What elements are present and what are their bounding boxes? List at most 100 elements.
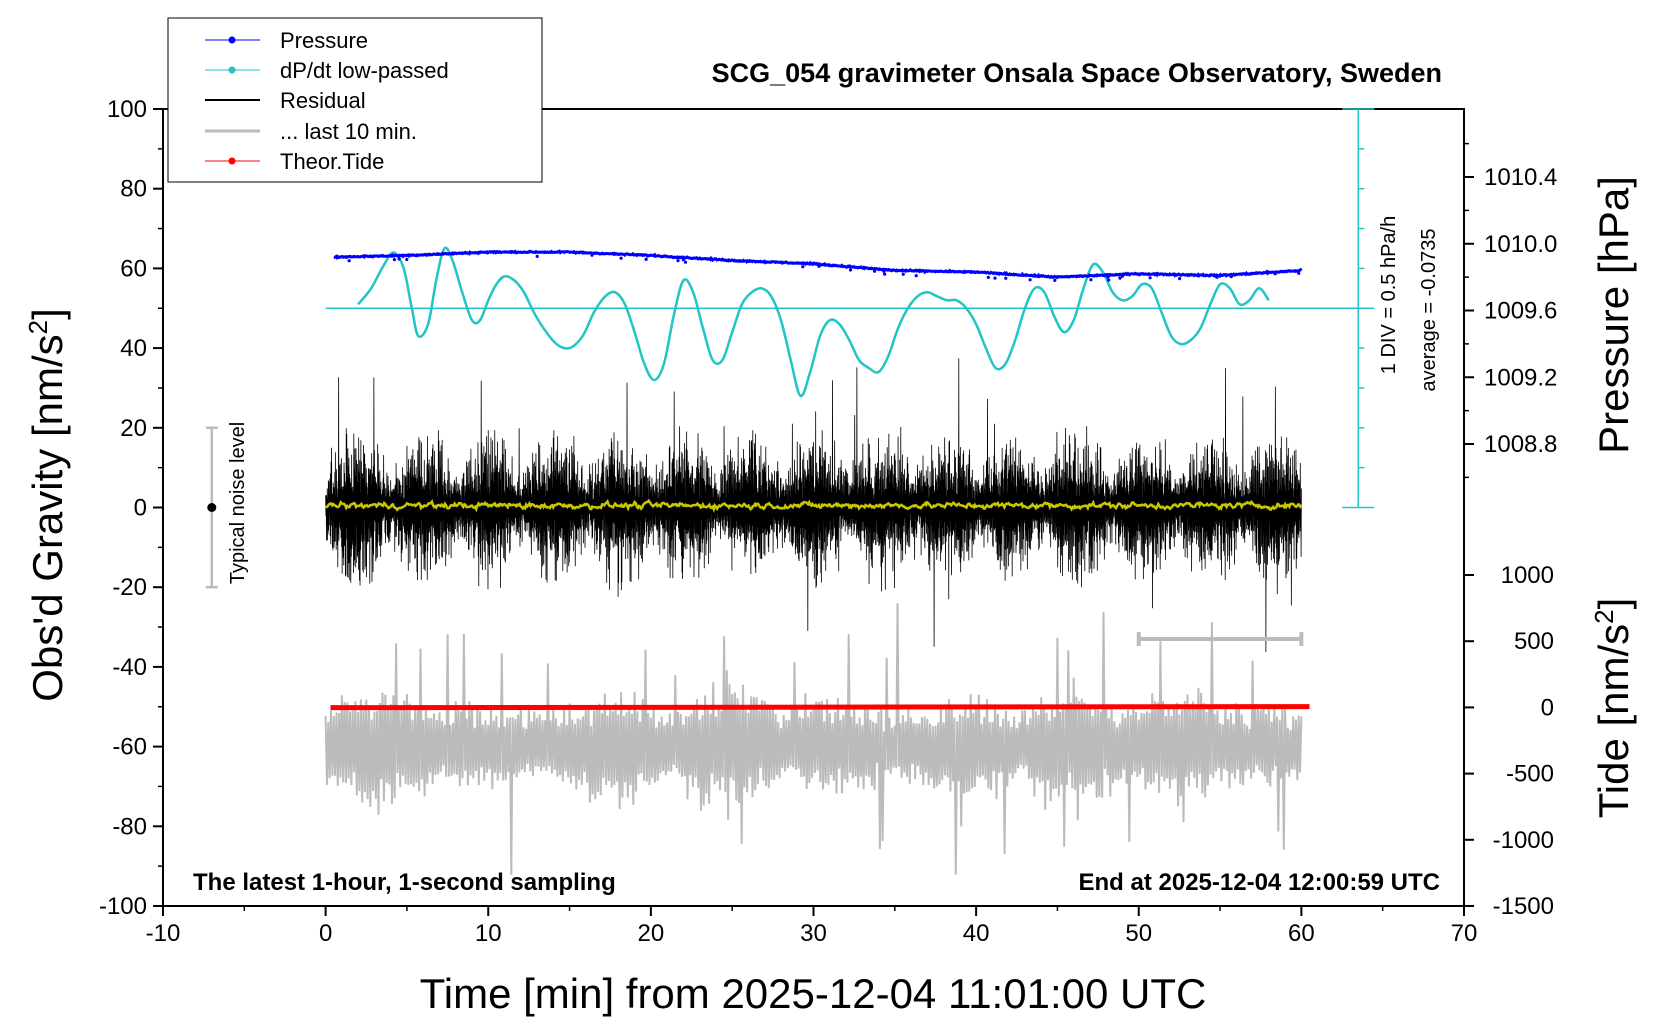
pressure-point [1273, 272, 1277, 276]
legend-label: Pressure [280, 28, 368, 53]
pressure-point [801, 265, 805, 269]
pressure-point [1229, 275, 1233, 279]
dpdt-scale-label: 1 DIV = 0.5 hPa/h [1378, 216, 1400, 374]
pressure-point [1297, 271, 1301, 275]
tide-tick-label: 500 [1514, 628, 1554, 655]
tide-axis-ticks: -1500 -1000 -500 0 500 1000 [1464, 562, 1554, 920]
pressure-tick-label: 1009.2 [1484, 364, 1557, 391]
pressure-point [993, 276, 997, 280]
tide-axis-label-sup: 2 [1589, 609, 1619, 623]
legend-marker [228, 36, 236, 44]
tide-line [330, 704, 1310, 711]
legend-item-theor-tide: Theor.Tide [205, 149, 384, 174]
tide-tick-label: -1000 [1493, 827, 1554, 854]
pressure-point [644, 257, 648, 261]
lowpass-residual-series [324, 498, 1303, 513]
pressure-point [1053, 278, 1057, 282]
pressure-point [392, 258, 396, 262]
y-tick-label: -60 [112, 734, 147, 761]
pressure-point [535, 254, 539, 258]
tide-tick-label: -1500 [1493, 893, 1554, 920]
x-tick-label: 50 [1125, 920, 1152, 947]
pressure-point [1120, 274, 1124, 278]
tide-tick-label: -500 [1506, 761, 1554, 788]
residual-series [325, 358, 1302, 653]
pressure-point [914, 274, 918, 278]
pressure-point [1107, 278, 1111, 282]
dpdt-series [325, 246, 1359, 398]
x-tick-label: 10 [475, 920, 502, 947]
last-10-min-series [324, 603, 1303, 875]
y-tick-label: 100 [107, 96, 147, 123]
theor-tide-series [330, 704, 1310, 711]
last-10-min-line [324, 603, 1303, 875]
pressure-point [1106, 275, 1110, 279]
dpdt-average-label: average = -0.0735 [1418, 229, 1440, 392]
legend-label: Residual [280, 88, 366, 113]
legend-label: Theor.Tide [280, 149, 384, 174]
x-tick-label: 0 [319, 920, 332, 947]
pressure-point [405, 257, 409, 262]
y-axis-ticks: -100 -80 -60 -40 -20 0 20 40 60 80 100 [99, 96, 163, 920]
y-tick-label: 40 [120, 335, 147, 362]
legend-marker [228, 66, 236, 74]
pressure-point [1089, 278, 1093, 282]
pressure-point [590, 253, 594, 257]
pressure-point [681, 258, 685, 262]
legend-item-residual: Residual [205, 88, 366, 113]
last-10-min-bracket [1136, 632, 1304, 647]
pressure-tick-label: 1009.6 [1484, 298, 1557, 325]
chart-title: SCG_054 gravimeter Onsala Space Observat… [712, 58, 1442, 88]
legend-item-last10: ... last 10 min. [205, 119, 417, 144]
y-tick-label: 60 [120, 255, 147, 282]
residual-line [325, 358, 1302, 653]
y-tick-label: 80 [120, 176, 147, 203]
x-axis-label: Time [min] from 2025-12-04 11:01:00 UTC [420, 970, 1207, 1017]
pressure-line [333, 249, 1303, 280]
annotation-bottom-left: The latest 1-hour, 1-second sampling [193, 869, 616, 896]
x-tick-label: 30 [800, 920, 827, 947]
pressure-point [347, 259, 351, 263]
x-tick-label: 60 [1288, 920, 1315, 947]
pressure-point [873, 269, 877, 273]
y-tick-label: 20 [120, 415, 147, 442]
typical-noise-level [205, 426, 218, 589]
pressure-point [901, 272, 905, 276]
pressure-point [986, 275, 990, 279]
tide-tick-label: 0 [1541, 694, 1554, 721]
x-tick-label: -10 [146, 920, 181, 947]
x-tick-label: 40 [963, 920, 990, 947]
dpdt-line [357, 246, 1270, 398]
pressure-point [882, 269, 886, 273]
tide-tick-label: 1000 [1501, 562, 1554, 589]
y-tick-label: -40 [112, 654, 147, 681]
y-tick-label: -20 [112, 574, 147, 601]
pressure-axis-label: Pressure [hPa] [1590, 176, 1637, 454]
pressure-point [1215, 275, 1219, 279]
noise-center-dot [207, 503, 217, 512]
pressure-point [676, 259, 680, 263]
y-tick-label: -100 [99, 893, 147, 920]
legend-item-pressure: Pressure [205, 28, 368, 53]
pressure-point [1028, 278, 1032, 282]
y-axis-label-sup: 2 [23, 320, 53, 334]
y-tick-label: 0 [134, 495, 147, 522]
y-tick-label: -80 [112, 813, 147, 840]
lowpass-line [324, 498, 1303, 513]
pressure-point [1148, 276, 1152, 280]
pressure-tick-label: 1008.8 [1484, 431, 1557, 458]
annotation-bottom-right: End at 2025-12-04 12:00:59 UTC [1079, 869, 1441, 896]
x-axis-ticks: -10 0 10 20 30 40 50 60 70 [146, 906, 1478, 947]
pressure-point [1178, 277, 1182, 281]
pressure-point [683, 260, 688, 264]
pressure-point [1118, 276, 1122, 280]
pressure-tick-label: 1010.0 [1484, 231, 1557, 258]
x-tick-label: 70 [1451, 920, 1478, 947]
x-tick-label: 20 [638, 920, 665, 947]
tide-axis-label: Tide [nm/s2] [1589, 598, 1637, 819]
y-axis-label: Obs'd Gravity [nm/s2] [23, 308, 71, 702]
pressure-point [1004, 276, 1008, 280]
legend: Pressure dP/dt low-passed Residual ... l… [167, 17, 543, 183]
pressure-series [333, 249, 1303, 282]
pressure-point [619, 256, 623, 260]
